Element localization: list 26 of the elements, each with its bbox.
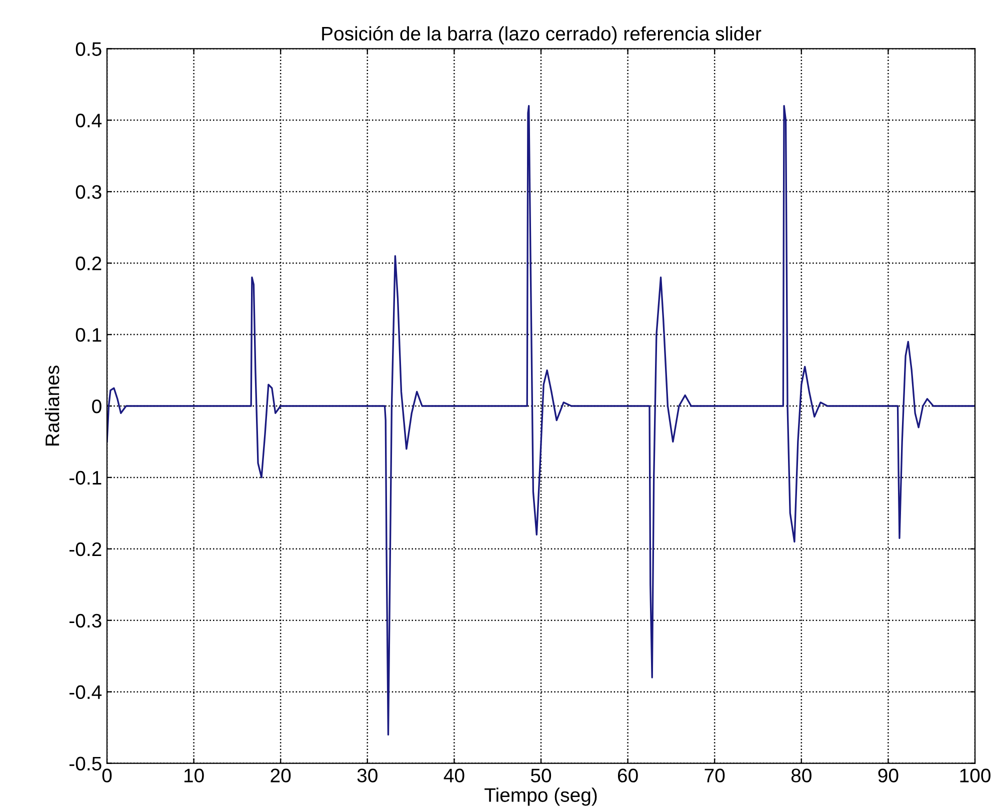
x-tick-label: 0 bbox=[102, 768, 112, 782]
chart-title: Posición de la barra (lazo cerrado) referencia slider bbox=[322, 26, 762, 44]
x-tick-label: 10 bbox=[184, 768, 204, 782]
y-tick-label: -0.2 bbox=[70, 542, 102, 556]
y-tick-label: 0.5 bbox=[76, 42, 102, 56]
y-axis-title: Radianes bbox=[44, 366, 60, 446]
y-tick-label: -0.5 bbox=[70, 756, 102, 771]
y-tick-label: -0.3 bbox=[70, 614, 102, 628]
y-tick-label: -0.1 bbox=[70, 470, 102, 485]
y-tick-label: -0.4 bbox=[70, 685, 102, 700]
x-tick-label: 80 bbox=[791, 768, 812, 782]
x-tick-label: 70 bbox=[704, 768, 725, 782]
line-series bbox=[107, 105, 975, 736]
x-tick-label: 90 bbox=[878, 768, 898, 782]
y-tick-label: 0.1 bbox=[76, 328, 102, 342]
y-tick-label: 0 bbox=[92, 399, 102, 414]
x-tick-label: 60 bbox=[618, 768, 638, 782]
x-tick-label: 100 bbox=[960, 768, 990, 782]
x-tick-label: 20 bbox=[270, 768, 291, 782]
x-tick-label: 30 bbox=[357, 768, 378, 782]
y-tick-label: 0.2 bbox=[76, 256, 102, 270]
x-tick-label: 40 bbox=[444, 768, 464, 782]
x-tick-label: 50 bbox=[530, 768, 552, 782]
y-tick-label: 0.3 bbox=[76, 185, 102, 199]
x-axis-title: Tiempo (seg) bbox=[484, 788, 597, 806]
y-tick-label: 0.4 bbox=[76, 114, 102, 128]
